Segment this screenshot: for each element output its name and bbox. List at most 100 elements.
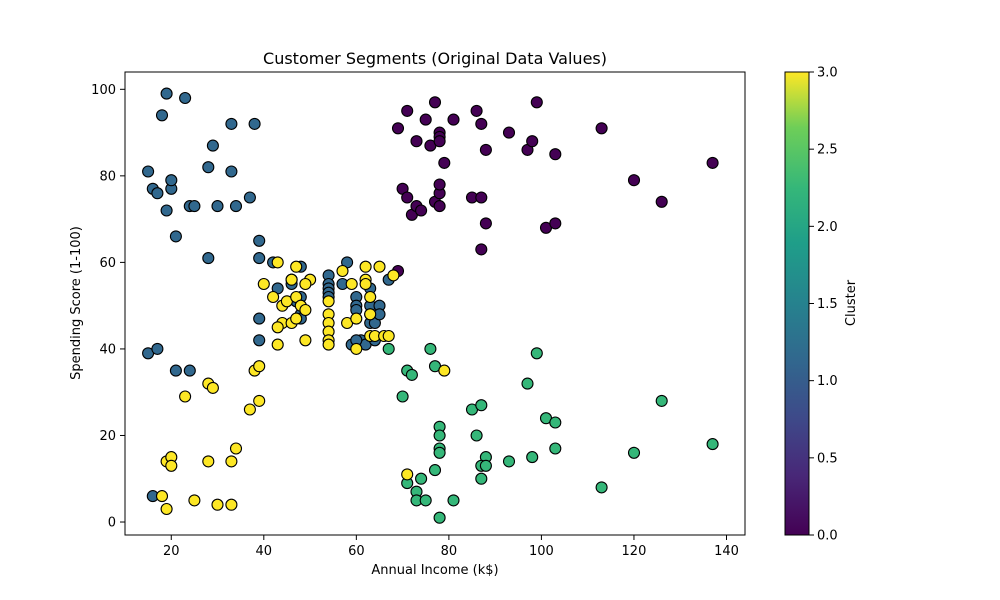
data-point [415,472,428,485]
data-point [271,338,284,351]
x-tick-label: 80 [441,544,458,559]
data-point [475,472,488,485]
data-point [419,113,432,126]
data-point [206,381,219,394]
data-point [433,178,446,191]
y-tick-label: 100 [91,83,116,98]
data-point [447,494,460,507]
data-point [299,303,312,317]
data-point [225,117,238,130]
colorbar-ticks: 0.0 0.5 1.0 1.5 2.0 2.5 3.0 [809,66,838,544]
data-point [225,498,238,511]
data-point [373,260,386,273]
data-point [479,459,492,472]
data-point [433,429,446,442]
data-point [470,429,483,442]
data-point [243,191,256,204]
data-point [502,126,516,139]
data-point [410,135,423,148]
data-point [479,217,492,230]
colorbar-tick-label: 1.5 [817,297,838,312]
data-point [364,308,377,321]
data-point [253,234,266,247]
data-point [179,390,192,403]
colorbar-tick-label: 1.0 [817,374,838,389]
data-point [475,117,488,130]
data-point [502,455,516,468]
colorbar-tick-label: 0.5 [817,451,838,466]
data-point [382,329,395,343]
data-point [401,104,414,117]
data-point [211,498,224,511]
data-point [169,364,182,377]
data-point [160,502,173,516]
y-tick-label: 0 [108,516,116,531]
data-point [225,165,238,178]
x-axis-label: Annual Income (k$) [371,563,498,578]
data-point [271,256,284,269]
colorbar-tick-label: 2.5 [817,143,838,158]
data-point [253,334,266,347]
data-point [428,96,442,109]
colorbar: 0.0 0.5 1.0 1.5 2.0 2.5 3.0 Cluster [784,66,859,544]
data-point [155,109,169,122]
data-point [183,364,196,377]
data-point [424,342,437,355]
chart-title: Customer Segments (Original Data Values) [263,49,607,68]
data-point [521,377,534,390]
colorbar-tick-label: 2.0 [817,220,838,235]
data-point [475,399,488,412]
x-tick-label: 100 [529,544,554,559]
data-point [285,273,298,286]
data-point [391,122,405,135]
data-point [627,446,641,459]
data-point [401,468,414,481]
data-point [160,204,173,217]
data-point [142,165,155,178]
data-point [549,148,562,161]
x-tick-label: 120 [622,544,647,559]
data-point [243,403,256,416]
data-point [267,290,280,304]
data-point [345,277,358,291]
data-point [415,204,428,217]
y-tick-label: 80 [99,169,116,184]
data-point [165,459,178,472]
data-point [299,277,312,291]
data-point [202,455,215,468]
x-axis: 20 40 60 80 100 120 140 [163,535,739,559]
data-point [165,174,178,187]
colorbar-tick-label: 0.0 [817,529,838,544]
data-point [169,230,182,243]
data-point [655,394,668,407]
data-point [336,264,349,278]
data-point [530,347,543,360]
data-point [475,191,488,204]
data-point [359,277,372,291]
data-point [253,252,266,265]
data-point [595,481,608,494]
data-point [151,342,164,355]
data-point [396,390,409,403]
colorbar-label: Cluster [844,279,859,326]
data-point [438,156,451,169]
data-point [253,360,266,373]
x-tick-label: 40 [256,544,273,559]
data-point [179,91,192,105]
data-point [526,135,539,148]
data-point [549,217,562,230]
data-point [155,490,169,503]
data-point [322,295,335,308]
data-point [364,290,377,304]
data-point [526,451,539,464]
y-axis-label: Spending Score (1-100) [69,226,84,380]
data-point [549,416,562,429]
plot-frame [124,71,746,536]
colorbar-gradient [784,71,810,536]
data-point [405,368,418,381]
x-tick-label: 140 [714,544,739,559]
y-axis: 0 20 40 60 80 100 [91,83,125,531]
data-point [257,277,270,291]
data-point [350,342,363,355]
